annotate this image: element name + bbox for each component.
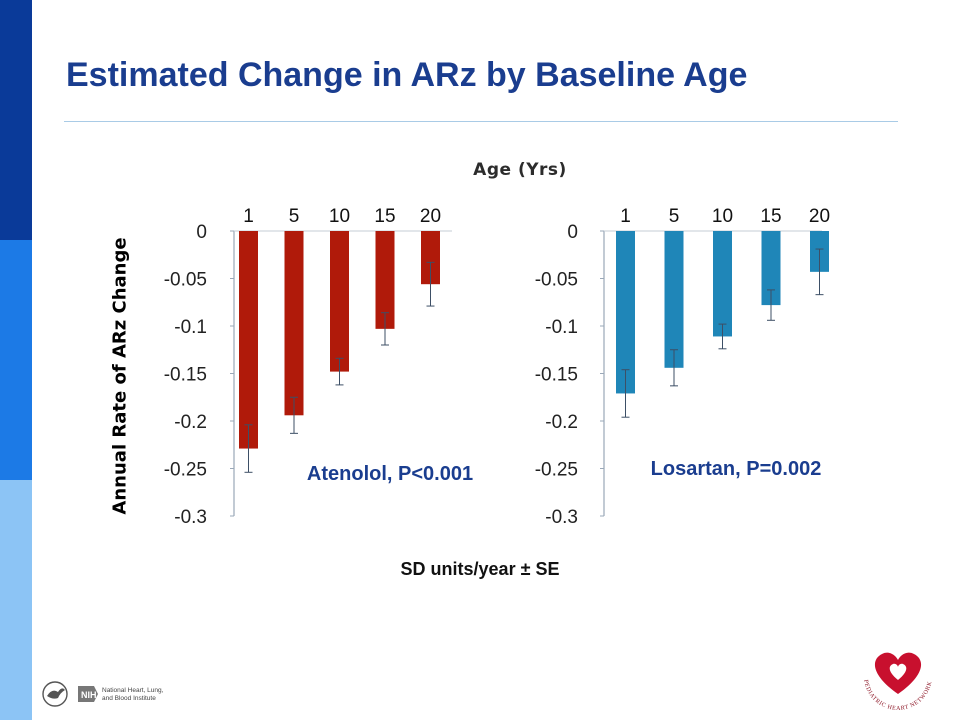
bar bbox=[239, 231, 258, 449]
y-tick-label: -0.2 bbox=[174, 412, 207, 433]
side-band-mid bbox=[0, 240, 32, 480]
y-tick-label: -0.2 bbox=[545, 412, 578, 433]
bar bbox=[284, 231, 304, 416]
category-label: 5 bbox=[669, 206, 680, 227]
bar bbox=[616, 231, 635, 394]
y-tick-label: -0.1 bbox=[545, 317, 578, 338]
bar bbox=[330, 231, 349, 372]
y-tick-label: -0.3 bbox=[174, 507, 207, 528]
series-label: Losartan, P=0.002 bbox=[651, 458, 822, 480]
bar bbox=[664, 231, 684, 368]
units-note: SD units/year ± SE bbox=[400, 559, 560, 579]
bar bbox=[761, 231, 781, 306]
title-divider bbox=[64, 121, 898, 122]
bar bbox=[421, 231, 440, 285]
bar bbox=[713, 231, 732, 337]
category-label: 10 bbox=[329, 206, 350, 227]
y-tick-label: -0.05 bbox=[535, 270, 578, 291]
nih-badge-icon: NIH bbox=[78, 686, 98, 702]
category-label: 5 bbox=[289, 206, 300, 227]
y-tick-label: -0.3 bbox=[545, 507, 578, 528]
heart-inner-icon bbox=[889, 663, 907, 680]
category-label: 1 bbox=[620, 206, 631, 227]
category-label: 15 bbox=[374, 206, 395, 227]
y-tick-label: -0.25 bbox=[164, 460, 207, 481]
hhs-eagle-icon bbox=[42, 681, 68, 707]
y-tick-label: 0 bbox=[567, 222, 578, 243]
category-label: 20 bbox=[809, 206, 830, 227]
slide-title: Estimated Change in ARz by Baseline Age bbox=[66, 56, 748, 94]
y-tick-label: -0.25 bbox=[535, 460, 578, 481]
category-label: 15 bbox=[760, 206, 781, 227]
svg-text:NIH: NIH bbox=[81, 690, 97, 700]
series-label: Atenolol, P<0.001 bbox=[307, 463, 473, 485]
category-label: 1 bbox=[243, 206, 254, 227]
pediatric-heart-network-logo: PEDIATRIC HEART NETWORK bbox=[862, 652, 933, 712]
y-tick-label: -0.15 bbox=[535, 365, 578, 386]
bar bbox=[375, 231, 395, 329]
y-tick-label: -0.05 bbox=[164, 270, 207, 291]
side-band-light bbox=[0, 480, 32, 720]
nih-logo: NIH National Heart, Lung, and Blood Inst… bbox=[42, 681, 165, 707]
nih-logo-text: National Heart, Lung, and Blood Institut… bbox=[102, 687, 165, 702]
y-tick-label: 0 bbox=[196, 222, 207, 243]
y-tick-label: -0.15 bbox=[164, 365, 207, 386]
x-axis-title: Age (Yrs) bbox=[473, 160, 567, 180]
side-band-dark bbox=[0, 0, 32, 240]
category-label: 10 bbox=[712, 206, 733, 227]
y-tick-label: -0.1 bbox=[174, 317, 207, 338]
category-label: 20 bbox=[420, 206, 441, 227]
